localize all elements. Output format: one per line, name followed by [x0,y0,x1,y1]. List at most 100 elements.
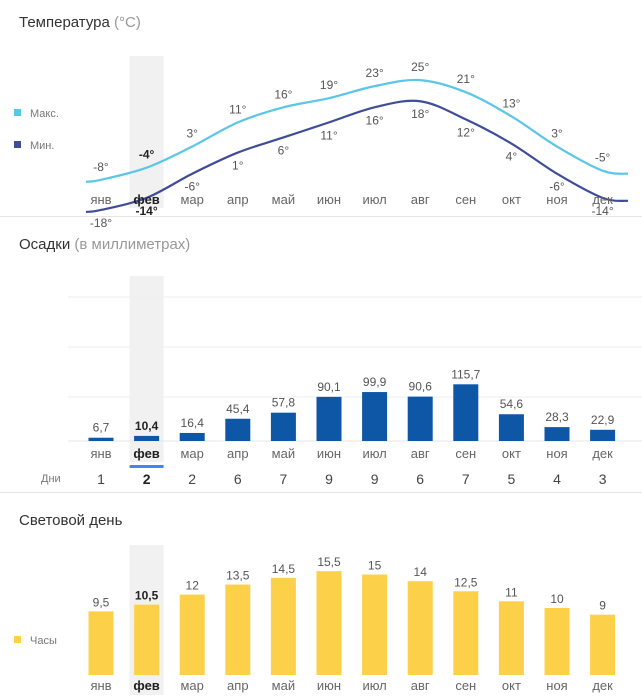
precipitation-month-label[interactable]: ноя [546,446,567,461]
daylight-month-label[interactable]: янв [90,678,111,693]
temperature-month-label[interactable]: мар [180,192,203,207]
precipitation-month-label[interactable]: июн [317,446,341,461]
temperature-min-label: -6° [184,180,200,194]
temperature-month-label[interactable]: фев [133,192,159,207]
precipitation-value-label: 115,7 [451,367,480,381]
daylight-bar [225,584,251,675]
temperature-title-text: Температура [19,14,110,31]
temperature-min-label: -18° [90,216,112,230]
precipitation-title-text: Осадки [19,236,71,253]
precipitation-days-value: 7 [280,471,288,487]
temperature-month-label[interactable]: июн [317,192,341,207]
daylight-value-label: 11 [505,585,518,599]
temperature-min-line [85,99,629,214]
precipitation-bar [407,396,433,441]
daylight-title: Световой день [19,512,122,529]
temperature-max-label: 19° [320,78,338,92]
temperature-min-label: -14° [592,204,614,218]
precipitation-month-label[interactable]: янв [90,446,111,461]
divider-precipitation [0,492,642,493]
precipitation-month-label[interactable]: сен [455,446,476,461]
temperature-min-label: -14° [136,204,158,218]
daylight-value-label: 14 [414,565,428,579]
precipitation-bar [134,435,160,441]
temperature-month-label[interactable]: апр [227,192,249,207]
precipitation-month-label[interactable]: окт [502,446,521,461]
daylight-month-label[interactable]: фев [133,678,159,693]
daylight-value-label: 9 [599,599,606,613]
temperature-month-label[interactable]: окт [502,192,521,207]
daylight-value-label: 13,5 [226,569,250,583]
precipitation-days-value: 9 [371,471,379,487]
selected-month-column-temperature[interactable] [129,56,164,208]
precipitation-month-label[interactable]: апр [227,446,249,461]
daylight-month-label[interactable]: май [272,678,295,693]
temperature-month-label[interactable]: ноя [546,192,567,207]
precipitation-value-label: 6,7 [93,421,110,435]
daylight-bar [270,577,296,675]
precipitation-bar [316,396,342,441]
precipitation-days-value: 9 [325,471,333,487]
temperature-max-label: 25° [411,60,429,74]
selected-month-underline [129,465,164,468]
precipitation-bar [453,384,479,441]
precipitation-days-value: 4 [553,471,561,487]
temperature-month-label[interactable]: авг [411,192,430,207]
precipitation-days-value: 6 [416,471,424,487]
temperature-max-label: 3° [186,127,198,141]
daylight-value-label: 15 [368,559,382,573]
precipitation-value-label: 10,4 [135,419,159,433]
daylight-month-label[interactable]: июн [317,678,341,693]
daylight-month-label[interactable]: авг [411,678,430,693]
daylight-month-label[interactable]: мар [180,678,203,693]
selected-month-column-precipitation[interactable] [129,276,164,462]
daylight-value-label: 15,5 [317,555,341,569]
temperature-month-label[interactable]: май [272,192,295,207]
daylight-bar [134,604,160,675]
precipitation-month-label[interactable]: авг [411,446,430,461]
precipitation-month-label[interactable]: дек [592,446,613,461]
divider-temperature [0,216,642,217]
precipitation-days-value: 6 [234,471,242,487]
temperature-max-label: 11° [229,102,246,116]
precipitation-bar [498,414,524,441]
daylight-bar [407,581,433,675]
temperature-min-label: -6° [549,180,565,194]
daylight-value-label: 14,5 [272,562,296,576]
legend-hours-label: Часы [30,635,57,647]
daylight-value-label: 9,5 [93,595,110,609]
precipitation-month-label[interactable]: фев [133,446,159,461]
precipitation-bar [88,437,114,441]
temperature-month-label[interactable]: янв [90,192,111,207]
daylight-month-label[interactable]: дек [592,678,613,693]
temperature-max-label: 23° [366,66,384,80]
daylight-month-label[interactable]: окт [502,678,521,693]
precipitation-bar [270,412,296,441]
precipitation-days-value: 3 [599,471,607,487]
precipitation-unit: (в миллиметрах) [74,236,191,253]
legend-min-swatch [14,141,21,148]
temperature-month-label[interactable]: дек [592,192,613,207]
daylight-month-label[interactable]: ноя [546,678,567,693]
legend-min-label: Мин. [30,140,54,152]
daylight-month-label[interactable]: апр [227,678,249,693]
daylight-value-label: 10,5 [135,589,159,603]
temperature-month-label[interactable]: сен [455,192,476,207]
daylight-bar [453,591,479,675]
precipitation-days-value: 5 [508,471,516,487]
precipitation-value-label: 16,4 [181,416,205,430]
precipitation-days-value: 1 [97,471,105,487]
precipitation-month-label[interactable]: мар [180,446,203,461]
temperature-month-label[interactable]: июл [362,192,386,207]
days-label: Дни [41,473,61,485]
precipitation-month-label[interactable]: июл [362,446,386,461]
daylight-month-label[interactable]: сен [455,678,476,693]
daylight-bar [544,608,570,675]
temperature-max-label: 13° [502,96,520,110]
temperature-max-label: 3° [551,127,563,141]
precipitation-month-label[interactable]: май [272,446,295,461]
temperature-max-label: 16° [274,87,292,101]
daylight-month-label[interactable]: июл [362,678,386,693]
precipitation-bar [590,429,616,441]
